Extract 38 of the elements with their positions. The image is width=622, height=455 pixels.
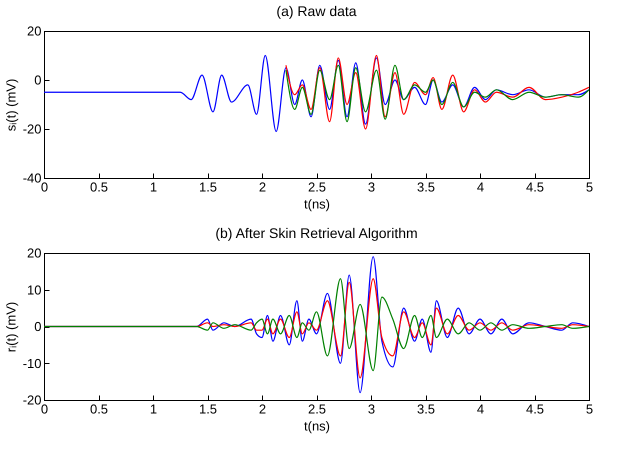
chart-title: (b) After Skin Retrieval Algorithm [215,225,418,241]
x-tick-label: 3.5 [416,180,436,194]
x-tick-label: 0.5 [90,180,108,194]
line-series [285,54,589,130]
x-tick-label: 3 [368,402,376,416]
x-tick-label: 1 [150,180,158,194]
y-axis-title: rᵢ(t) (mV) [4,302,19,352]
x-tick-label: 2.5 [308,180,326,194]
x-tick-label: 1.5 [198,180,218,194]
y-tick-label: 20 [27,246,42,260]
y-tick-label: -40 [22,170,42,186]
y-tick-label: -20 [22,122,42,136]
x-tick-label: 4 [476,402,484,416]
chart-title: (a) Raw data [276,3,357,19]
x-tick-label: 4 [476,180,484,194]
line-series [285,64,589,122]
x-axis-title: t(ns) [304,418,330,434]
y-tick-label: -20 [22,392,42,408]
x-tick-label: 1.5 [198,402,218,416]
x-tick-label: 2 [258,402,266,416]
line-series [44,54,589,132]
y-tick-label: 10 [27,282,42,298]
x-axis-title: t(ns) [304,196,330,212]
x-tick-label: 5 [586,180,594,194]
y-axis-title: sᵢ(t) (mV) [4,78,19,132]
x-tick-label: 2 [258,180,266,194]
y-tick-label: -10 [22,356,42,371]
x-tick-label: 4.5 [526,180,544,194]
x-tick-label: 3 [368,180,376,194]
x-tick-label: 0.5 [90,402,108,416]
x-tick-label: 4.5 [526,402,544,416]
x-tick-label: 5 [586,402,594,416]
y-tick-label: 20 [27,24,42,38]
y-tick-label: 0 [34,72,42,88]
x-tick-label: 1 [150,402,158,416]
x-tick-label: 2.5 [308,402,326,416]
y-tick-label: 0 [34,319,42,334]
x-tick-label: 3.5 [416,402,436,416]
